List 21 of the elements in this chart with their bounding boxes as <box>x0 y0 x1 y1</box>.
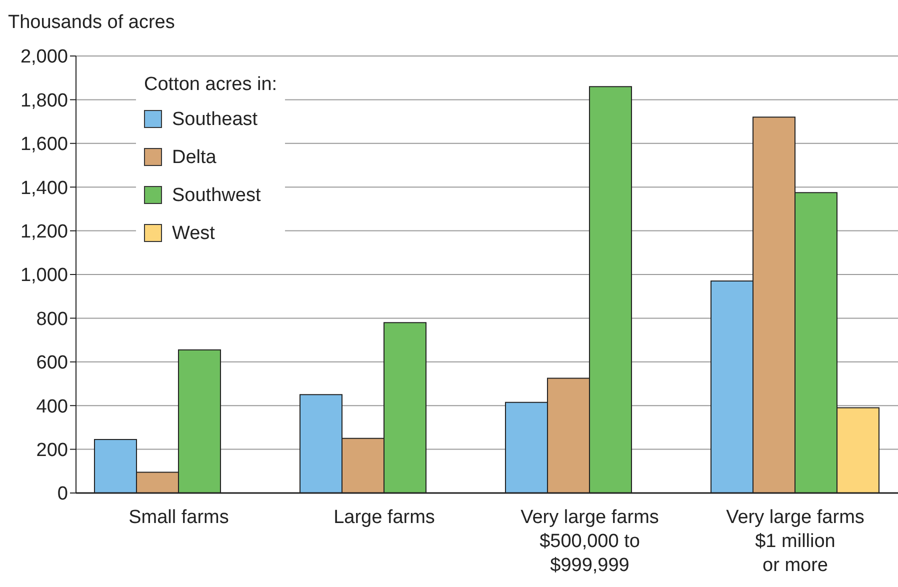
x-tick-label: Large farms <box>334 507 435 528</box>
y-tick-label: 2,000 <box>20 46 68 68</box>
legend-title: Cotton acres in: <box>144 74 278 96</box>
y-tick-label: 800 <box>36 308 68 330</box>
x-tick-label: Very large farms $1 million or more <box>726 507 864 576</box>
y-tick-label: 400 <box>36 396 68 418</box>
y-tick-label: 1,400 <box>20 178 68 199</box>
legend-label: West <box>172 222 215 244</box>
y-tick-label: 200 <box>36 440 68 462</box>
y-tick-label: 1,800 <box>20 90 68 112</box>
y-tick-label: 1,200 <box>20 222 68 243</box>
y-axis-title: Thousands of acres <box>8 12 175 34</box>
legend-label: Southeast <box>172 108 258 130</box>
legend-label: Delta <box>172 146 216 168</box>
y-tick-label: 1,600 <box>20 134 68 156</box>
y-tick-label: 600 <box>36 352 68 374</box>
x-tick-label: Very large farms $500,000 to $999,999 <box>520 507 659 576</box>
legend-label: Southwest <box>172 184 261 206</box>
y-tick-label: 1,000 <box>20 265 68 286</box>
x-tick-label: Small farms <box>128 507 229 528</box>
y-tick-label: 0 <box>57 484 68 505</box>
